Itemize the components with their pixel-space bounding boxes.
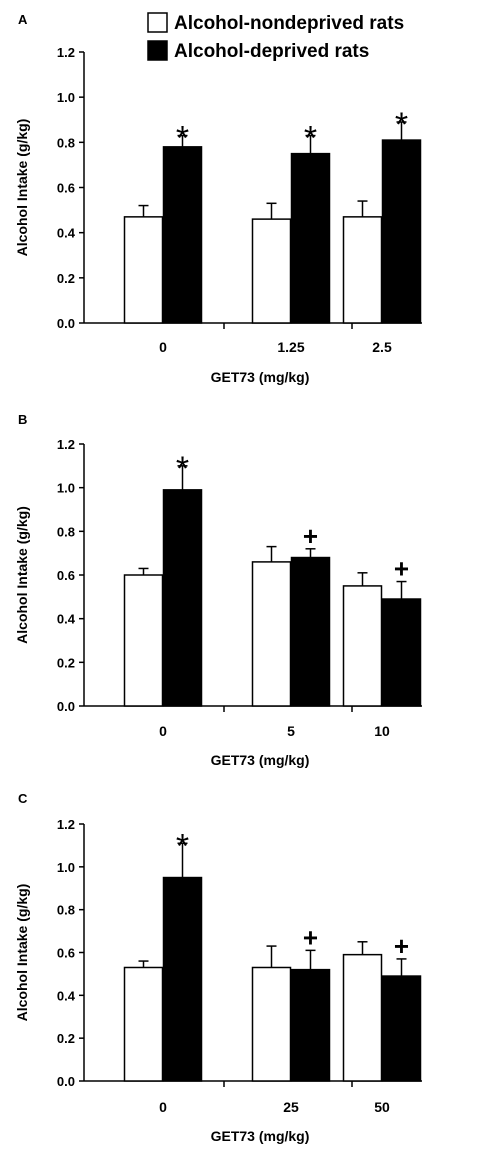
y-tick-label: 0.0 bbox=[57, 1074, 75, 1089]
y-tick-label: 1.0 bbox=[57, 860, 75, 875]
y-tick-label: 0.0 bbox=[57, 699, 75, 714]
bar bbox=[290, 968, 331, 1082]
y-axis-title: Alcohol Intake (g/kg) bbox=[14, 884, 30, 1022]
y-tick-label: 1.0 bbox=[57, 90, 75, 105]
legend-label-nondeprived: Alcohol-nondeprived rats bbox=[174, 13, 404, 34]
y-tick-label: 0.0 bbox=[57, 316, 75, 331]
x-tick-label: 2.5 bbox=[372, 339, 392, 355]
bar bbox=[342, 953, 383, 1082]
y-tick-label: 0.6 bbox=[57, 946, 75, 961]
panel-letter: C bbox=[18, 791, 28, 806]
y-axis-title: Alcohol Intake (g/kg) bbox=[14, 119, 30, 257]
panel-letter: B bbox=[18, 412, 27, 427]
legend: Alcohol-nondeprived rats Alcohol-deprive… bbox=[147, 12, 404, 62]
bar bbox=[381, 139, 422, 324]
bar bbox=[290, 152, 331, 324]
y-tick-label: 0.4 bbox=[57, 988, 76, 1003]
significance-asterisk: * bbox=[176, 120, 189, 158]
y-tick-label: 1.2 bbox=[57, 437, 75, 452]
y-tick-label: 0.8 bbox=[57, 135, 75, 150]
significance-asterisk: * bbox=[304, 120, 317, 158]
y-tick-label: 0.8 bbox=[57, 903, 75, 918]
significance-plus: + bbox=[303, 521, 318, 551]
y-tick-label: 0.4 bbox=[57, 612, 76, 627]
bar bbox=[123, 216, 164, 324]
y-tick-label: 0.6 bbox=[57, 181, 75, 196]
significance-plus: + bbox=[303, 922, 318, 952]
legend-swatch-deprived bbox=[147, 40, 168, 61]
y-tick-label: 1.2 bbox=[57, 817, 75, 832]
bar bbox=[162, 489, 203, 707]
x-tick-label: 5 bbox=[287, 723, 295, 739]
chart-panel-b: B 0.0 0.2 0.4 0.6 0.8 1.0 1.2 Alcohol Intake (g/… bbox=[14, 412, 422, 768]
bar bbox=[162, 876, 203, 1082]
legend-swatch-nondeprived bbox=[147, 12, 168, 33]
x-tick-label: 10 bbox=[374, 723, 390, 739]
bar bbox=[123, 966, 164, 1082]
bar bbox=[342, 585, 383, 707]
bar bbox=[123, 574, 164, 707]
bar bbox=[162, 146, 203, 324]
y-tick-label: 1.0 bbox=[57, 481, 75, 496]
x-tick-label: 0 bbox=[159, 339, 167, 355]
x-tick-label: 0 bbox=[159, 723, 167, 739]
x-axis-title: GET73 (mg/kg) bbox=[211, 369, 310, 385]
x-axis-title: GET73 (mg/kg) bbox=[211, 1128, 310, 1144]
y-axis-title: Alcohol Intake (g/kg) bbox=[14, 506, 30, 644]
y-tick-label: 0.2 bbox=[57, 1031, 75, 1046]
chart-panels: A 0.0 0.2 0.4 0.6 0.8 1.0 1.2 Alcohol Intake (g/… bbox=[14, 12, 422, 1144]
y-tick-label: 0.2 bbox=[57, 655, 75, 670]
x-tick-label: 0 bbox=[159, 1099, 167, 1115]
bar bbox=[381, 598, 422, 707]
significance-plus: + bbox=[394, 554, 409, 584]
bar bbox=[251, 218, 292, 324]
legend-label-deprived: Alcohol-deprived rats bbox=[174, 41, 369, 62]
significance-asterisk: * bbox=[395, 106, 408, 144]
significance-asterisk: * bbox=[176, 827, 189, 865]
chart-panel-a: A 0.0 0.2 0.4 0.6 0.8 1.0 1.2 Alcohol Intake (g/… bbox=[14, 12, 422, 385]
panel-letter: A bbox=[18, 12, 28, 27]
x-axis-title: GET73 (mg/kg) bbox=[211, 752, 310, 768]
bar bbox=[251, 966, 292, 1082]
y-tick-label: 0.4 bbox=[57, 226, 76, 241]
significance-asterisk: * bbox=[176, 450, 189, 488]
bar bbox=[381, 975, 422, 1082]
bar bbox=[290, 556, 331, 707]
x-tick-label: 1.25 bbox=[277, 339, 304, 355]
y-tick-label: 0.6 bbox=[57, 568, 75, 583]
y-tick-label: 0.8 bbox=[57, 524, 75, 539]
bar bbox=[342, 216, 383, 324]
y-tick-label: 1.2 bbox=[57, 45, 75, 60]
y-tick-label: 0.2 bbox=[57, 271, 75, 286]
bar bbox=[251, 561, 292, 707]
significance-plus: + bbox=[394, 931, 409, 961]
chart-panel-c: C 0.0 0.2 0.4 0.6 0.8 1.0 1.2 Alcohol Intake (g/… bbox=[14, 791, 422, 1144]
x-tick-label: 50 bbox=[374, 1099, 390, 1115]
x-tick-label: 25 bbox=[283, 1099, 299, 1115]
